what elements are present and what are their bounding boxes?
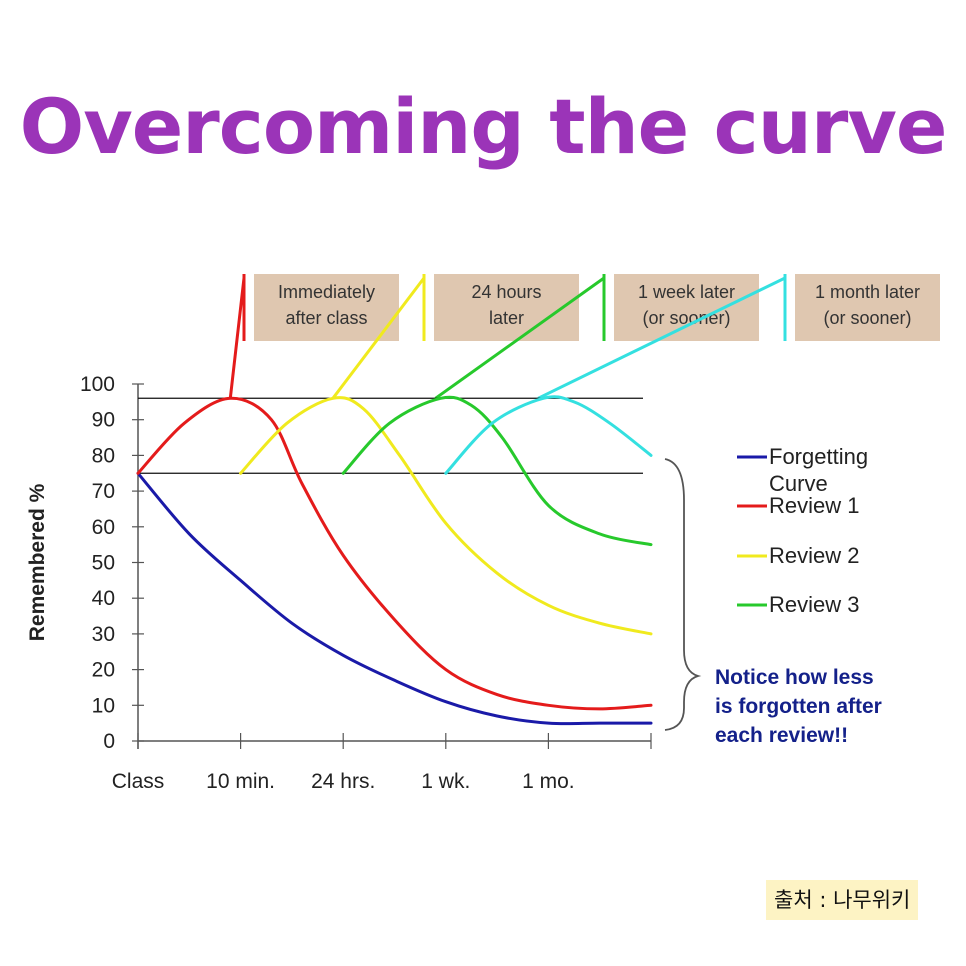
annotation-line: each review!! xyxy=(715,724,848,747)
review-connector xyxy=(434,274,606,400)
y-tick-label: 50 xyxy=(92,552,115,575)
series-line xyxy=(136,471,653,726)
axes: 0 10 20 30 40 50 60 70 80 90 100 Class 10 min. 24 hrs… xyxy=(26,373,652,793)
time-box-label: 1 week later xyxy=(638,282,735,302)
x-tick-label: Class xyxy=(112,770,165,793)
y-tick-label: 0 xyxy=(103,730,115,753)
y-tick-label: 100 xyxy=(80,373,115,396)
time-box-bg xyxy=(795,274,940,341)
time-boxes: Immediately after class 24 hours later 1 wee… xyxy=(254,274,940,341)
time-box-bg xyxy=(434,274,579,341)
y-tick-label: 70 xyxy=(92,480,115,503)
y-tick-label: 30 xyxy=(92,623,115,646)
legend-label: Review 3 xyxy=(769,592,859,617)
y-tick-label: 80 xyxy=(92,444,115,467)
legend-item: Review 3 xyxy=(737,592,859,617)
brace xyxy=(664,458,702,731)
time-box-bg xyxy=(254,274,399,341)
series-line xyxy=(136,396,653,711)
y-axis-label: Remembered % xyxy=(26,483,49,641)
x-tick-label: 1 mo. xyxy=(522,770,575,793)
time-box-label: (or sooner) xyxy=(642,308,730,328)
x-tick-label: 10 min. xyxy=(206,770,275,793)
legend-label: Forgetting xyxy=(769,444,868,469)
series-lines xyxy=(136,395,653,726)
time-box-bg xyxy=(614,274,759,341)
time-box-label: after class xyxy=(285,308,367,328)
reference-lines xyxy=(138,397,643,474)
series-line xyxy=(239,396,653,636)
y-tick-label: 90 xyxy=(92,409,115,432)
legend-label: Review 1 xyxy=(769,493,859,518)
legend-item: Review 2 xyxy=(737,543,859,568)
legend-label: Curve xyxy=(769,471,828,496)
annotation-line: is forgotten after xyxy=(715,695,882,718)
legend-label: Review 2 xyxy=(769,543,859,568)
time-box: 24 hours later xyxy=(434,274,579,341)
time-box-label: later xyxy=(489,308,524,328)
annotation-line: Notice how less xyxy=(715,666,874,689)
time-box: 1 week later (or sooner) xyxy=(614,274,759,341)
page-title: Overcoming the curve xyxy=(19,82,948,171)
review-connector xyxy=(331,274,426,400)
time-box: 1 month later (or sooner) xyxy=(795,274,940,341)
time-box-label: (or sooner) xyxy=(823,308,911,328)
source-badge: 출처 : 나무위키 xyxy=(766,880,919,920)
x-tick-label: 1 wk. xyxy=(421,770,470,793)
review-connector xyxy=(537,274,787,400)
time-box-label: 1 month later xyxy=(815,282,920,302)
annotation: Notice how less is forgotten after each re… xyxy=(664,458,882,747)
review-connectors xyxy=(228,274,787,400)
series-line xyxy=(341,395,653,547)
y-tick-label: 20 xyxy=(92,659,115,682)
y-tick-label: 40 xyxy=(92,587,115,610)
legend-item: Review 1 xyxy=(737,493,859,518)
review-connector xyxy=(228,274,246,399)
x-tick-label: 24 hrs. xyxy=(311,770,375,793)
y-tick-label: 10 xyxy=(92,694,115,717)
time-box: Immediately after class xyxy=(254,274,399,341)
series-line xyxy=(444,395,653,475)
y-tick-label: 60 xyxy=(92,516,115,539)
time-box-label: Immediately xyxy=(278,282,375,302)
time-box-label: 24 hours xyxy=(471,282,541,302)
